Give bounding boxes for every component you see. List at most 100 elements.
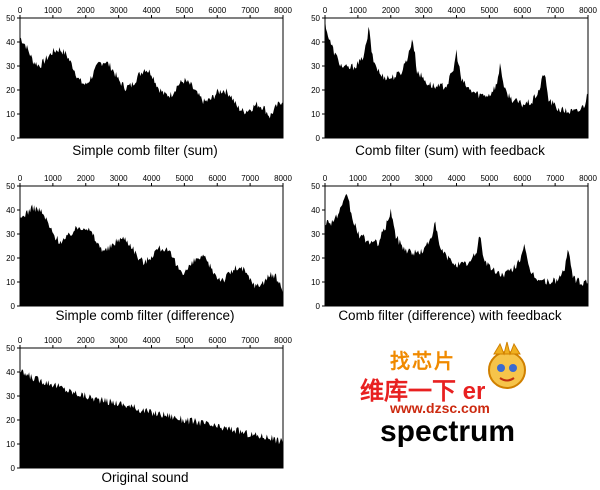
y-tick-label: 0: [316, 302, 321, 311]
y-tick-label: 30: [6, 62, 15, 71]
x-tick-label: 5000: [480, 174, 498, 183]
x-tick-label: 3000: [110, 6, 128, 15]
chart-difference-feedback: 0 1000 2000 3000 4000 5000 6000 7000 8000 0 10 20 30…: [311, 174, 597, 311]
x-tick-label: 4000: [448, 174, 466, 183]
y-tick-label: 0: [11, 302, 16, 311]
y-tick-label: 50: [311, 14, 320, 23]
y-tick-label: 10: [311, 110, 320, 119]
y-tick-label: 10: [6, 278, 15, 287]
x-tick-label: 8000: [274, 6, 292, 15]
y-tick-label: 40: [6, 206, 15, 215]
y-tick-label: 10: [311, 278, 320, 287]
spectrum-area: [20, 204, 283, 306]
x-tick-label: 3000: [110, 336, 128, 345]
spectrum-area: [325, 18, 588, 138]
x-tick-label: 7000: [241, 6, 259, 15]
y-tick-label: 50: [6, 344, 15, 353]
watermark-row2: 维库一下 er: [360, 378, 486, 405]
y-tick-label: 40: [311, 206, 320, 215]
x-tick-label: 6000: [208, 336, 226, 345]
y-tick-label: 10: [6, 440, 15, 449]
y-tick-label: 20: [311, 86, 320, 95]
chart-panel-difference: 0 1000 2000 3000 4000 5000 6000 7000 8000 0 10 20 30…: [0, 168, 292, 333]
x-tick-label: 1000: [44, 174, 62, 183]
y-tick-label: 40: [311, 38, 320, 47]
spectrum-area: [20, 369, 283, 468]
y-tick-label: 20: [6, 86, 15, 95]
x-tick-label: 7000: [546, 6, 564, 15]
y-tick-label: 50: [311, 182, 320, 191]
x-tick-label: 0: [18, 6, 23, 15]
chart-title-difference-feedback: Comb filter (difference) with feedback: [338, 308, 562, 323]
x-tick-label: 3000: [415, 174, 433, 183]
y-tick-label: 20: [6, 254, 15, 263]
y-tick-label: 50: [6, 182, 15, 191]
x-tick-label: 5000: [175, 174, 193, 183]
x-tick-label: 8000: [579, 6, 597, 15]
x-tick-label: 1000: [44, 336, 62, 345]
x-tick-label: 6000: [208, 6, 226, 15]
x-tick-label: 0: [323, 174, 328, 183]
x-tick-label: 1000: [44, 6, 62, 15]
x-tick-label: 4000: [143, 6, 161, 15]
chart-title-sum: Simple comb filter (sum): [72, 143, 218, 158]
x-tick-label: 2000: [77, 174, 95, 183]
y-tick-label: 40: [6, 368, 15, 377]
x-tick-label: 2000: [382, 174, 400, 183]
y-tick-label: 0: [316, 134, 321, 143]
y-tick-label: 0: [11, 464, 16, 473]
x-tick-label: 5000: [175, 336, 193, 345]
x-tick-label: 2000: [77, 336, 95, 345]
x-tick-label: 7000: [546, 174, 564, 183]
x-tick-label: 3000: [110, 174, 128, 183]
chart-panel-sum: 0 1000 2000 3000 4000 5000 6000 7000 8000 0 10 20 30…: [0, 0, 292, 165]
mascot-icon: [488, 341, 526, 389]
x-tick-label: 1000: [349, 174, 367, 183]
x-tick-label: 1000: [349, 6, 367, 15]
x-tick-label: 8000: [274, 174, 292, 183]
watermark-logo-text: 找芯片: [390, 351, 456, 373]
chart-difference: 0 1000 2000 3000 4000 5000 6000 7000 8000 0 10 20 30…: [6, 174, 292, 311]
spectrum-area: [20, 37, 283, 138]
chart-panel-sum-feedback: 0 1000 2000 3000 4000 5000 6000 7000 8000 0 10 20 30…: [305, 0, 597, 165]
y-tick-label: 30: [311, 62, 320, 71]
x-tick-label: 7000: [241, 336, 259, 345]
watermark: 找芯片 维库一下 er www.dzsc.com spectrum: [360, 341, 560, 455]
y-tick-label: 10: [6, 110, 15, 119]
chart-panel-original: 0 1000 2000 3000 4000 5000 6000 7000 8000 0 10 20 30…: [0, 330, 292, 490]
x-tick-label: 3000: [415, 6, 433, 15]
x-tick-label: 5000: [175, 6, 193, 15]
y-tick-label: 20: [311, 254, 320, 263]
y-tick-label: 30: [6, 392, 15, 401]
y-tick-label: 50: [6, 14, 15, 23]
x-tick-label: 8000: [579, 174, 597, 183]
x-tick-label: 4000: [143, 336, 161, 345]
x-tick-label: 6000: [513, 6, 531, 15]
chart-original: 0 1000 2000 3000 4000 5000 6000 7000 8000 0 10 20 30…: [6, 336, 292, 473]
x-tick-label: 4000: [448, 6, 466, 15]
chart-sum-feedback: 0 1000 2000 3000 4000 5000 6000 7000 8000 0 10 20 30…: [311, 6, 597, 143]
x-tick-label: 2000: [77, 6, 95, 15]
chart-title-sum-feedback: Comb filter (sum) with feedback: [355, 143, 545, 158]
chart-sum: 0 1000 2000 3000 4000 5000 6000 7000 8000 0 10 20 30…: [6, 6, 292, 143]
chart-title-original: Original sound: [101, 470, 189, 485]
x-tick-label: 2000: [382, 6, 400, 15]
spectrum-area: [325, 193, 588, 306]
x-tick-label: 6000: [513, 174, 531, 183]
chart-title-difference: Simple comb filter (difference): [55, 308, 235, 323]
watermark-url: www.dzsc.com: [390, 400, 490, 416]
x-tick-label: 0: [18, 174, 23, 183]
x-tick-label: 7000: [241, 174, 259, 183]
x-tick-label: 8000: [274, 336, 292, 345]
y-tick-label: 30: [6, 230, 15, 239]
y-tick-label: 0: [11, 134, 16, 143]
x-tick-label: 5000: [480, 6, 498, 15]
y-tick-label: 30: [311, 230, 320, 239]
x-tick-label: 0: [18, 336, 23, 345]
y-tick-label: 20: [6, 416, 15, 425]
watermark-spectrum-text: spectrum: [380, 415, 516, 448]
x-tick-label: 6000: [208, 174, 226, 183]
x-tick-label: 4000: [143, 174, 161, 183]
x-tick-label: 0: [323, 6, 328, 15]
y-tick-label: 40: [6, 38, 15, 47]
